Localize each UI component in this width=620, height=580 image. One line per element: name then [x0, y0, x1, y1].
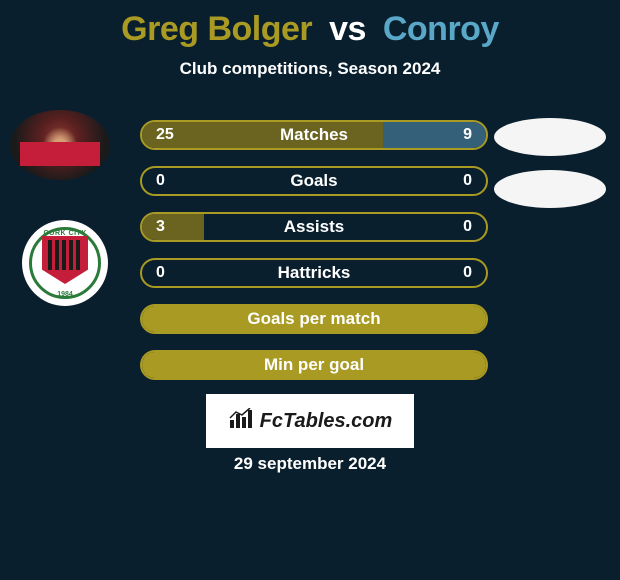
stat-bar: 00Goals	[140, 166, 488, 196]
stat-label: Hattricks	[142, 260, 486, 286]
club-badge-year: 1984	[22, 291, 108, 298]
stats-bars: 259Matches 00Goals 30Assists 00Hattricks Goa…	[140, 120, 488, 396]
stat-label: Min per goal	[142, 352, 486, 378]
club-badge-name: CORK CITY	[22, 230, 108, 237]
player1-avatar	[10, 110, 110, 210]
stat-label: Goals	[142, 168, 486, 194]
date-text: 29 september 2024	[0, 454, 620, 474]
stat-label: Matches	[142, 122, 486, 148]
brand-text: FcTables.com	[260, 410, 393, 433]
avatars-column: CORK CITY 1984	[10, 110, 110, 330]
stat-label: Assists	[142, 214, 486, 240]
stat-bar: Min per goal	[140, 350, 488, 380]
stat-bar: Goals per match	[140, 304, 488, 334]
stat-bar: 30Assists	[140, 212, 488, 242]
brand-box: FcTables.com	[206, 394, 414, 448]
title-player1: Greg Bolger	[121, 10, 312, 48]
stat-label: Goals per match	[142, 306, 486, 332]
stat-bar: 00Hattricks	[140, 258, 488, 288]
club-badge: CORK CITY 1984	[22, 220, 108, 306]
player1-photo	[10, 110, 110, 180]
brand-chart-icon	[228, 408, 254, 435]
player-placeholder-blob	[494, 118, 606, 156]
stat-bar: 259Matches	[140, 120, 488, 150]
player2-badge: CORK CITY 1984	[10, 220, 110, 320]
comparison-card: Greg Bolger vs Conroy Club competitions,…	[0, 0, 620, 580]
title-vs: vs	[329, 10, 366, 48]
player-placeholder-blob	[494, 170, 606, 208]
title-player2: Conroy	[383, 10, 499, 48]
subtitle: Club competitions, Season 2024	[0, 59, 620, 79]
page-title: Greg Bolger vs Conroy	[0, 0, 620, 49]
